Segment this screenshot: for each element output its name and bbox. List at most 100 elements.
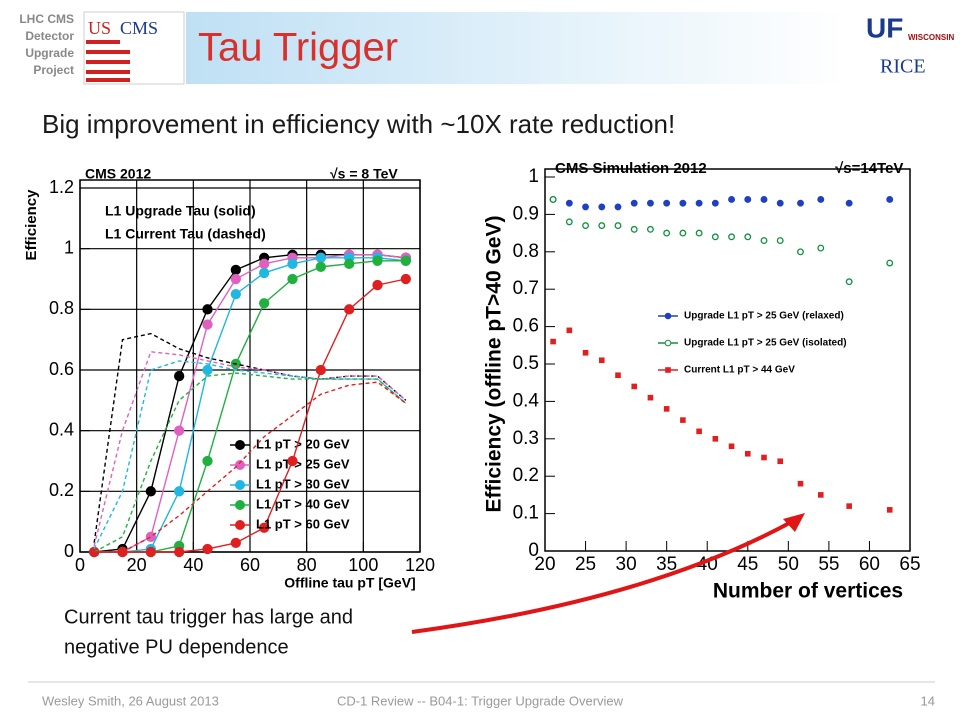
point (679, 229, 687, 237)
point (614, 222, 622, 230)
point (760, 237, 768, 245)
chart-annotation: L1 Upgrade Tau (solid) (105, 203, 256, 219)
point (202, 304, 213, 315)
point (287, 258, 298, 269)
x-tick-label: 55 (818, 554, 839, 575)
point (615, 372, 621, 379)
point (744, 233, 752, 241)
chart-annotation: √s = 8 TeV (330, 166, 398, 182)
y-tick-label: 0.3 (513, 428, 539, 449)
chart-panel (460, 150, 925, 605)
y-tick-label: 0.7 (513, 278, 539, 299)
point (695, 199, 703, 207)
point (647, 394, 654, 401)
point (777, 458, 784, 465)
y-tick-label: 0.6 (49, 359, 74, 379)
y-tick-label: 1.2 (49, 177, 74, 197)
point (202, 455, 213, 467)
y-axis-label: Efficiency (23, 189, 40, 261)
y-tick-label: 0.2 (513, 465, 539, 486)
x-tick-label: 0 (75, 555, 85, 575)
point (174, 425, 185, 436)
point (582, 349, 589, 356)
point (728, 195, 736, 203)
point (315, 252, 326, 263)
point (344, 304, 355, 315)
legend-label: L1 pT > 60 GeV (256, 516, 350, 531)
point (259, 522, 270, 533)
chart-annotation: CMS Simulation 2012 (555, 160, 707, 177)
legend-label: Upgrade L1 pT > 25 GeV (relaxed) (684, 311, 844, 322)
x-tick-label: 40 (183, 555, 203, 575)
side-label: LHC CMS Detector Upgrade Project (19, 12, 74, 77)
point (630, 199, 638, 207)
point (565, 218, 573, 226)
x-tick-label: 120 (405, 555, 435, 575)
point (776, 199, 784, 207)
dashed-line (94, 381, 407, 553)
x-tick-label: 30 (616, 554, 637, 575)
point (761, 454, 767, 461)
legend-label: L1 pT > 25 GeV (256, 456, 350, 471)
legend-label: L1 pT > 30 GeV (256, 476, 350, 491)
point (614, 203, 622, 211)
chart-annotation: CMS 2012 (85, 166, 151, 182)
point (711, 199, 719, 207)
side-label-line: Upgrade (25, 46, 74, 60)
point (817, 195, 825, 203)
point (566, 327, 573, 334)
x-tick-label: 50 (778, 554, 799, 575)
point (549, 195, 557, 203)
legend-marker (665, 367, 671, 373)
legend-marker (235, 480, 245, 490)
point (886, 195, 894, 203)
point (760, 195, 768, 203)
point (817, 492, 824, 498)
point (202, 364, 213, 376)
side-label-line: Project (33, 63, 74, 77)
y-tick-label: 0.5 (513, 353, 539, 374)
point (582, 203, 590, 211)
point (663, 199, 671, 207)
point (582, 222, 590, 230)
point (631, 383, 638, 390)
point (744, 195, 752, 203)
footer-left: Wesley Smith, 26 August 2013 (42, 693, 219, 708)
y-tick-label: 0.2 (49, 480, 74, 500)
x-tick-label: 35 (656, 554, 677, 575)
side-label-line: LHC CMS (19, 12, 74, 26)
point (663, 406, 670, 412)
arrow-head (783, 513, 805, 532)
point (372, 255, 383, 266)
point (663, 229, 671, 237)
point (230, 289, 241, 300)
point (259, 267, 270, 279)
uscms-logo: US CMS (83, 11, 185, 85)
point (230, 273, 241, 285)
arrow (411, 518, 796, 634)
x-tick-label: 60 (859, 554, 880, 575)
logo-text: CMS (120, 18, 158, 38)
point (886, 259, 894, 267)
point (400, 255, 411, 266)
legend-marker (664, 339, 672, 347)
y-tick-label: 0 (528, 540, 539, 561)
point (797, 480, 804, 487)
point (797, 248, 804, 256)
x-tick-label: 60 (240, 555, 260, 575)
point (817, 244, 825, 252)
legend-marker (235, 440, 245, 450)
point (845, 278, 853, 286)
point (145, 486, 156, 497)
point (712, 436, 719, 442)
point (728, 233, 736, 241)
x-tick-label: 80 (297, 555, 317, 575)
point (174, 486, 185, 497)
point (696, 428, 702, 435)
logo-text: US (88, 18, 111, 38)
point (797, 199, 804, 207)
y-tick-label: 0.8 (49, 298, 74, 318)
dashed-line (93, 351, 407, 547)
legend-marker (235, 500, 245, 510)
